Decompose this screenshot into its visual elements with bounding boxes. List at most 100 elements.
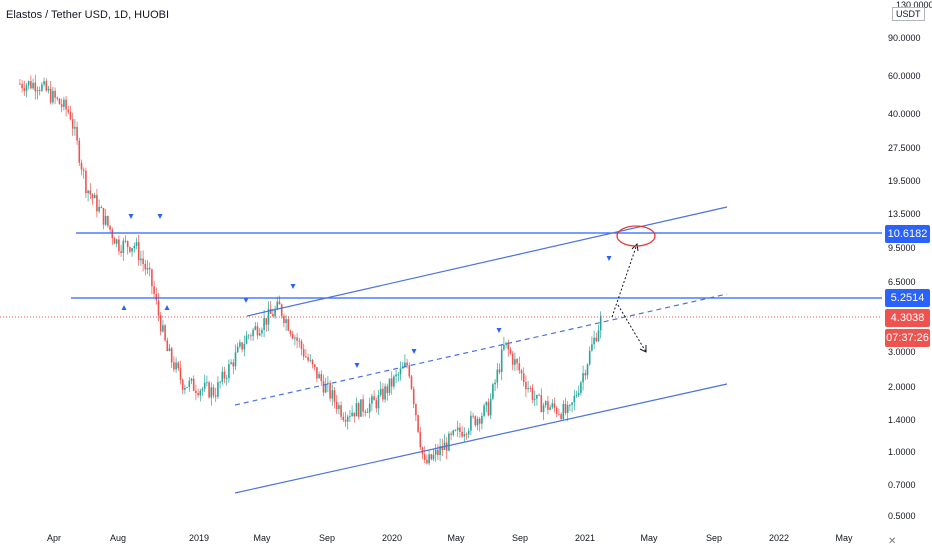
candle-body [586, 364, 589, 376]
candle-body [164, 325, 166, 341]
candle-body [399, 368, 402, 375]
candle-body [261, 329, 263, 334]
candle-body [239, 342, 241, 347]
candle-body [159, 315, 162, 332]
channel-middle-line[interactable] [234, 293, 728, 406]
candle-body [340, 405, 342, 417]
time-axis[interactable]: Apr Aug 2019 May Sep 2020 May Sep 2021 May Sep 2022… [47, 533, 853, 543]
time-tick-label: May [640, 533, 658, 543]
candle-body [327, 382, 329, 385]
candle-body [463, 434, 466, 437]
candle-body [507, 342, 510, 350]
candle-body [177, 362, 180, 369]
candle-body [188, 380, 191, 388]
candle-body [135, 242, 138, 246]
candle-body [432, 454, 435, 460]
candle-body [551, 403, 554, 408]
time-tick-label: May [835, 533, 853, 543]
candle-body [395, 374, 397, 377]
candle-body [118, 239, 120, 252]
arrow-icon [411, 349, 417, 354]
arrow-icon [606, 256, 612, 261]
candle-body [274, 308, 276, 317]
candle-body [588, 350, 591, 365]
candle-body [485, 401, 488, 406]
candle-body [492, 384, 494, 399]
candle-body [69, 112, 72, 120]
candle-body [32, 82, 34, 89]
candle-body [564, 403, 567, 413]
time-tick-label: Sep [512, 533, 528, 543]
target-ellipse[interactable] [616, 225, 656, 247]
time-tick-label: May [447, 533, 465, 543]
candle-body [360, 399, 362, 417]
channel-lower-line[interactable] [234, 383, 728, 494]
candle-body [597, 330, 600, 342]
price-scale-top-label: 130.0000 [896, 0, 932, 10]
candle-body [214, 395, 217, 397]
candle-body [505, 342, 507, 345]
candle-body [520, 370, 523, 374]
arrow-icon [496, 328, 502, 333]
candle-body [366, 412, 369, 414]
candle-body [333, 390, 336, 402]
candle-body [379, 388, 382, 395]
channel-upper-line[interactable] [246, 206, 728, 317]
candle-body [573, 395, 576, 403]
candle-body [192, 378, 195, 391]
price-tick-label: 0.5000 [888, 511, 916, 521]
candle-body [338, 405, 340, 410]
candle-body [71, 119, 74, 129]
close-icon[interactable]: ✕ [888, 536, 897, 547]
candle-body [170, 348, 173, 363]
time-tick-label: 2022 [769, 533, 789, 543]
candle-body [225, 378, 228, 379]
candle-body [280, 304, 283, 316]
candle-body [96, 194, 98, 212]
candle-body [60, 104, 63, 107]
candle-body [544, 401, 547, 406]
candle-body [223, 371, 226, 379]
candle-body [219, 381, 221, 383]
candle-body [434, 449, 437, 455]
candle-body [190, 378, 193, 381]
candle-body [133, 245, 136, 249]
candle-body [503, 344, 505, 350]
currency-label[interactable]: USDT [892, 7, 925, 21]
price-tick-label: 0.7000 [888, 480, 916, 490]
candle-body [316, 367, 318, 379]
candle-body [595, 337, 598, 342]
arrow-icon [128, 214, 134, 219]
candle-body [294, 337, 296, 339]
candle-body [45, 81, 48, 91]
candle-body [54, 90, 56, 98]
candle-body [318, 374, 320, 379]
candle-body [478, 418, 481, 424]
candle-body [472, 415, 474, 417]
price-tick-label: 1.4000 [888, 415, 916, 425]
candle-body [111, 229, 114, 239]
candle-body [437, 449, 439, 455]
candle-body [232, 362, 235, 367]
candle-body [56, 97, 59, 99]
candle-body [221, 371, 224, 382]
candle-body [531, 388, 534, 400]
candle-body [206, 382, 208, 384]
candle-body [322, 381, 325, 393]
candle-body [344, 420, 347, 422]
candle-body [25, 85, 28, 91]
projection-up-arrow [611, 243, 638, 318]
candle-body [599, 315, 602, 331]
candle-body [555, 407, 558, 414]
candle-body [474, 416, 477, 426]
candle-body [52, 90, 54, 103]
candle-body [426, 459, 428, 464]
candle-body [384, 386, 386, 400]
candle-body [560, 414, 562, 419]
arrow-icon [121, 305, 127, 310]
price-scale[interactable]: 90.0000 60.0000 40.0000 27.5000 19.5000 13.50… [888, 33, 921, 521]
candle-body [487, 401, 490, 416]
candle-body [364, 411, 367, 413]
